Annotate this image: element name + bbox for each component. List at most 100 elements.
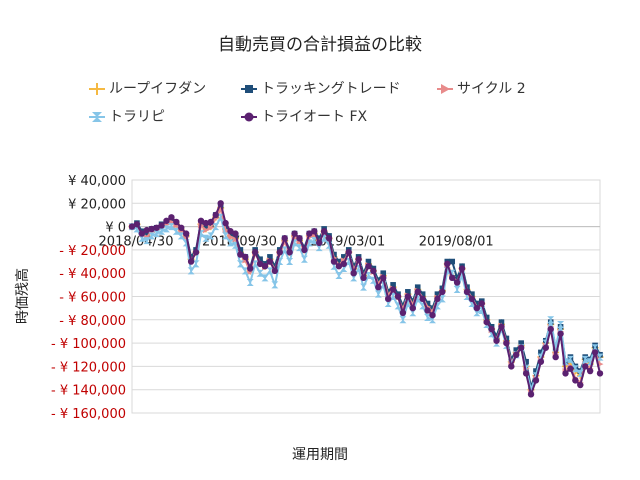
data-point	[394, 293, 402, 300]
data-point	[429, 305, 436, 311]
data-point	[537, 358, 545, 365]
data-point	[503, 339, 510, 347]
data-point	[384, 299, 392, 307]
legend-marker-0	[89, 83, 105, 95]
data-point	[454, 275, 460, 281]
data-point	[286, 249, 293, 256]
data-point	[434, 291, 441, 297]
data-point	[375, 277, 382, 283]
data-point	[458, 265, 466, 272]
data-point	[128, 223, 136, 230]
data-point	[162, 225, 170, 233]
legend-item-4[interactable]: トライオート FX	[240, 106, 367, 126]
data-point	[409, 304, 416, 312]
data-point	[295, 244, 303, 252]
data-point	[138, 230, 146, 237]
y-tick-label: ¥ 0	[105, 221, 126, 236]
data-point	[434, 295, 441, 303]
data-point	[335, 272, 343, 280]
data-point	[227, 239, 235, 247]
data-point	[474, 300, 480, 307]
data-point	[316, 239, 323, 247]
x-axis-title: 運用期間	[292, 447, 348, 463]
data-point	[424, 307, 431, 314]
data-point	[232, 230, 239, 237]
data-point	[438, 295, 446, 303]
data-point	[350, 274, 358, 282]
data-point	[311, 228, 318, 235]
data-point	[217, 200, 224, 207]
data-point	[340, 260, 348, 268]
chart-title: 自動売買の合計損益の比較	[218, 35, 422, 55]
data-point	[350, 270, 357, 277]
y-tick-label: - ¥ 160,000	[51, 407, 126, 422]
data-point	[522, 370, 530, 377]
data-point	[257, 256, 263, 263]
legend-item-1[interactable]: トラッキングトレード	[240, 78, 401, 98]
data-point	[384, 295, 392, 303]
data-point	[300, 255, 308, 263]
data-point	[247, 265, 254, 272]
data-point	[143, 226, 150, 234]
data-point	[325, 235, 333, 242]
legend-item-3[interactable]: トラリピ	[88, 106, 165, 126]
data-point	[429, 311, 436, 319]
data-point	[518, 340, 524, 346]
y-tick-label: - ¥ 140,000	[51, 384, 126, 399]
data-point	[266, 267, 274, 275]
data-point	[523, 358, 529, 365]
data-point	[365, 263, 372, 270]
data-point	[557, 330, 564, 337]
data-point	[138, 234, 146, 242]
data-point	[212, 211, 219, 219]
data-point	[478, 300, 485, 307]
data-point	[187, 258, 195, 265]
data-point	[306, 230, 313, 237]
data-point	[449, 258, 456, 265]
y-tick-label: - ¥ 120,000	[51, 360, 126, 375]
data-point	[508, 363, 515, 370]
y-tick-label: - ¥ 40,000	[59, 267, 126, 282]
data-point	[493, 337, 500, 344]
data-point	[591, 344, 599, 352]
data-point	[586, 367, 594, 375]
data-point	[237, 247, 244, 253]
data-point	[197, 217, 205, 224]
data-point	[517, 344, 525, 351]
data-point	[222, 232, 230, 240]
legend-item-2[interactable]: サイクル 2	[436, 78, 526, 98]
data-point	[271, 267, 279, 275]
data-point	[237, 251, 244, 258]
data-point	[513, 347, 520, 353]
data-point	[365, 258, 372, 265]
data-point	[163, 217, 170, 224]
data-point	[301, 246, 308, 254]
data-point	[202, 234, 210, 242]
data-point	[133, 221, 141, 228]
data-point	[547, 316, 555, 324]
data-point	[340, 265, 348, 273]
data-point	[281, 235, 288, 242]
data-point	[291, 230, 298, 237]
legend-item-0[interactable]: ループイフダン	[88, 78, 206, 98]
data-point	[532, 377, 540, 384]
data-point	[360, 270, 367, 276]
data-point	[158, 227, 166, 235]
data-point	[439, 288, 446, 296]
data-point	[276, 249, 283, 256]
data-point	[409, 309, 417, 317]
data-point	[281, 246, 289, 254]
data-point	[261, 263, 269, 270]
data-point	[410, 298, 416, 304]
data-point	[473, 309, 481, 317]
data-point	[488, 325, 495, 333]
legend-marker-1	[241, 85, 257, 93]
data-point	[513, 351, 520, 358]
y-tick-label: ¥ 20,000	[68, 197, 126, 212]
data-point	[542, 344, 550, 351]
data-point	[527, 391, 535, 398]
data-point	[468, 295, 476, 303]
data-point	[222, 219, 229, 227]
data-point	[241, 267, 249, 275]
